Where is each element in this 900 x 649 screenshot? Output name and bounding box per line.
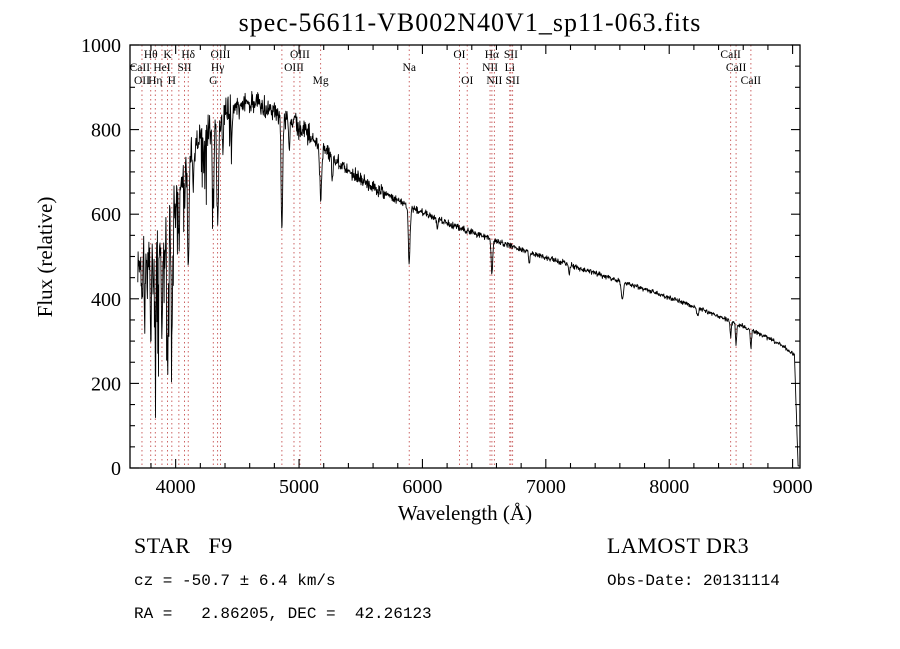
- svg-text:OIII: OIII: [284, 62, 304, 74]
- svg-text:H: H: [168, 75, 176, 87]
- svg-text:1000: 1000: [81, 35, 121, 57]
- svg-text:OII: OII: [134, 75, 150, 87]
- svg-text:OI: OI: [453, 49, 465, 61]
- axes: [129, 44, 801, 469]
- svg-text:5000: 5000: [279, 476, 319, 498]
- svg-text:0: 0: [111, 458, 121, 480]
- svg-text:600: 600: [91, 204, 121, 226]
- svg-text:CaII: CaII: [720, 49, 741, 61]
- svg-text:K: K: [163, 49, 172, 61]
- svg-text:Li: Li: [505, 62, 515, 74]
- svg-text:OIII: OIII: [211, 49, 231, 61]
- svg-text:Hη: Hη: [148, 75, 162, 87]
- svg-text:CaII: CaII: [726, 62, 747, 74]
- spectral-line-markers: [141, 45, 752, 468]
- svg-text:6000: 6000: [402, 476, 442, 498]
- svg-text:CaII: CaII: [741, 75, 762, 87]
- svg-text:OI: OI: [461, 75, 473, 87]
- obs-date: Obs-Date: 20131114: [607, 572, 780, 590]
- x-axis-label: Wavelength (Å): [398, 501, 532, 525]
- survey-label: LAMOST DR3: [607, 533, 750, 558]
- svg-text:HeI: HeI: [153, 62, 170, 74]
- spectrum-curve: [137, 90, 800, 467]
- svg-text:G: G: [209, 75, 217, 87]
- svg-text:SII: SII: [506, 75, 520, 87]
- svg-text:Hα: Hα: [485, 49, 499, 61]
- ra-dec-coords: RA = 2.86205, DEC = 42.26123: [134, 605, 432, 623]
- svg-text:Hθ: Hθ: [144, 49, 158, 61]
- svg-text:800: 800: [91, 120, 121, 142]
- svg-text:Hδ: Hδ: [181, 49, 195, 61]
- svg-text:8000: 8000: [649, 476, 689, 498]
- svg-text:NII: NII: [486, 75, 502, 87]
- y-axis-label: Flux (relative): [33, 197, 57, 318]
- svg-text:400: 400: [91, 289, 121, 311]
- svg-text:200: 200: [91, 373, 121, 395]
- tick-labels: 4000 5000 6000 7000 8000 9000 0 200 400 600 800 100…: [81, 35, 813, 498]
- svg-text:OIII: OIII: [290, 49, 310, 61]
- plot-title: spec-56611-VB002N40V1_sp11-063.fits: [239, 8, 702, 37]
- spectrum-plot: spec-56611-VB002N40V1_sp11-063.fits Hθ K H…: [33, 8, 813, 525]
- svg-text:Na: Na: [403, 62, 416, 74]
- object-class-label: STAR F9: [134, 533, 233, 558]
- cz-value: cz = -50.7 ± 6.4 km/s: [134, 572, 336, 590]
- svg-text:SII: SII: [504, 49, 518, 61]
- svg-text:Hγ: Hγ: [211, 62, 224, 74]
- svg-text:SII: SII: [178, 62, 192, 74]
- svg-text:4000: 4000: [156, 476, 196, 498]
- svg-text:CaII: CaII: [130, 62, 151, 74]
- svg-text:NII: NII: [482, 62, 498, 74]
- svg-text:Mg: Mg: [313, 75, 329, 87]
- svg-text:9000: 9000: [773, 476, 813, 498]
- spectrum-trace: [137, 90, 800, 467]
- svg-text:7000: 7000: [526, 476, 566, 498]
